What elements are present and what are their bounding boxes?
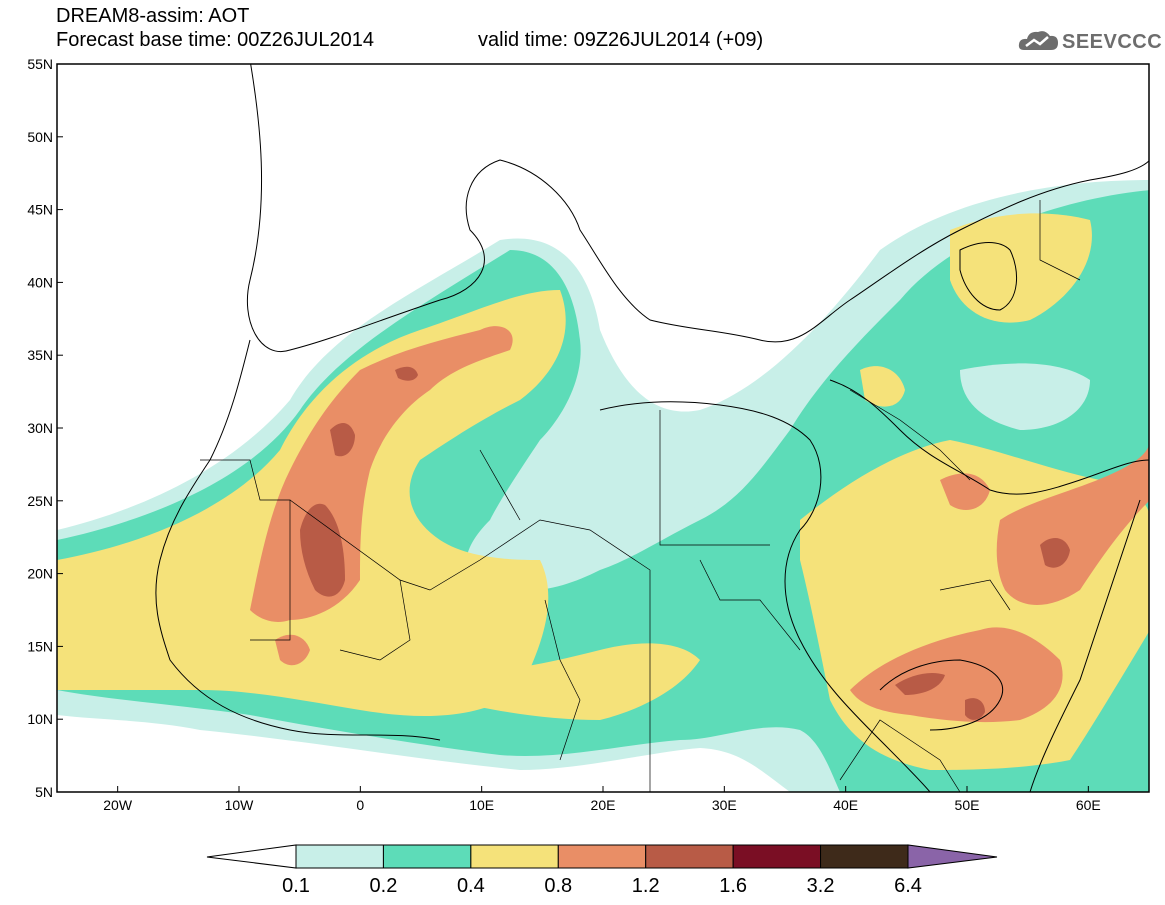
lat-label: 55N (27, 56, 53, 72)
borders (200, 200, 1081, 792)
lat-label: 30N (27, 420, 53, 436)
colorbar-label: 3.2 (807, 875, 835, 897)
lat-label: 10N (27, 711, 53, 727)
colorbar-label: 0.2 (370, 875, 398, 897)
lon-label: 0 (356, 797, 364, 813)
colorbar-box (557, 844, 647, 869)
lat-label: 5N (35, 784, 53, 800)
longitude-axis: 20W 10W 0 10E 20E 30E 40E 50E 60E (103, 786, 1101, 813)
colorbar-label: 6.4 (894, 875, 922, 897)
colorbar-labels: 0.1 0.2 0.4 0.8 1.2 1.6 3.2 6.4 (282, 875, 922, 897)
colorbar-box (382, 844, 472, 869)
colorbar-over-arrow (907, 844, 998, 869)
colorbar-label: 0.1 (282, 875, 310, 897)
colorbar-under-arrow (206, 844, 297, 869)
lon-label: 30E (712, 797, 737, 813)
lon-label: 60E (1076, 797, 1101, 813)
colorbar-label: 0.8 (544, 875, 572, 897)
lon-label: 20E (591, 797, 616, 813)
lat-label: 45N (27, 202, 53, 218)
lon-label: 40E (833, 797, 858, 813)
aot-fields (57, 64, 1149, 792)
lat-label: 40N (27, 274, 53, 290)
colorbar: 0.1 0.2 0.4 0.8 1.2 1.6 3.2 6.4 (206, 844, 998, 897)
colorbar-label: 1.2 (632, 875, 660, 897)
latitude-axis: 55N 50N 45N 40N 35N 30N 25N 20N 15N 10N 5N (27, 56, 63, 800)
lat-label: 35N (27, 347, 53, 363)
colorbar-box (295, 844, 384, 869)
lat-label: 50N (27, 129, 53, 145)
lon-label: 10W (225, 797, 255, 813)
colorbar-label: 1.6 (719, 875, 747, 897)
colorbar-label: 0.4 (457, 875, 485, 897)
colorbar-box (470, 844, 559, 869)
lat-label: 20N (27, 566, 53, 582)
lon-label: 50E (955, 797, 980, 813)
colorbar-box (820, 844, 909, 869)
logo-text: SEEVCCC (1062, 31, 1163, 53)
colorbar-box (645, 844, 734, 869)
colorbar-boxes (295, 844, 909, 869)
forecast-base-time: Forecast base time: 00Z26JUL2014 (56, 29, 374, 51)
lon-label: 20W (103, 797, 133, 813)
lat-label: 15N (27, 638, 53, 654)
colorbar-box (732, 844, 822, 869)
lat-label: 25N (27, 493, 53, 509)
cloud-logo-icon (1018, 31, 1058, 50)
valid-time: valid time: 09Z26JUL2014 (+09) (478, 29, 764, 51)
map-title: DREAM8-assim: AOT (56, 5, 250, 27)
coastlines (155, 64, 1149, 792)
aot-level-1.2 (300, 366, 1070, 720)
lon-label: 10E (469, 797, 494, 813)
